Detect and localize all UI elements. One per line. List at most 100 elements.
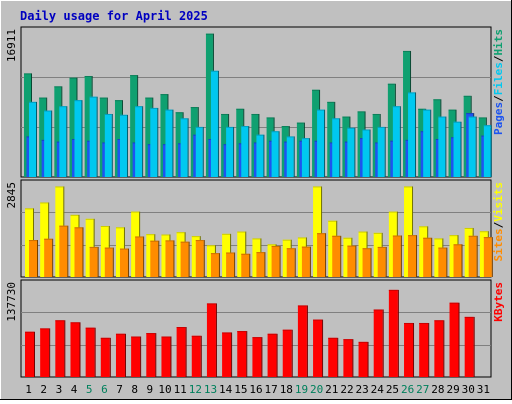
x-tick-label-day-17: 17 <box>265 383 278 396</box>
bar-files-day-3 <box>59 106 67 177</box>
bar-sites-day-24 <box>377 246 386 277</box>
x-tick-label-day-1: 1 <box>25 383 32 396</box>
bar-files-day-30 <box>468 116 476 177</box>
ymax-label-middle: 2845 <box>5 182 18 209</box>
bar-hits-day-4 <box>69 77 77 177</box>
bar-kbytes-day-6 <box>100 337 110 377</box>
bar-sites-day-6 <box>104 247 113 277</box>
x-tick-label-day-8: 8 <box>131 383 138 396</box>
bar-kbytes-day-1 <box>25 331 34 377</box>
bar-files-day-28 <box>438 116 446 177</box>
bar-kbytes-day-15 <box>237 331 247 377</box>
bar-files-day-17 <box>271 131 279 177</box>
bar-files-day-22 <box>347 127 355 177</box>
bar-hits-day-3 <box>54 86 62 177</box>
legend-bottom: KBytes <box>492 282 505 322</box>
bar-files-day-21 <box>332 118 340 177</box>
x-tick-label-day-21: 21 <box>325 383 338 396</box>
bar-files-day-31 <box>483 125 491 177</box>
bar-files-day-23 <box>362 129 370 177</box>
bar-files-day-7 <box>119 114 127 177</box>
bar-kbytes-day-30 <box>464 316 474 377</box>
bar-hits-day-6 <box>99 97 107 177</box>
bar-sites-day-27 <box>423 237 432 277</box>
bar-sites-day-26 <box>408 235 417 277</box>
bar-sites-day-19 <box>301 246 310 277</box>
x-tick-label-day-14: 14 <box>219 383 233 396</box>
bar-kbytes-day-28 <box>434 320 444 377</box>
x-tick-label-day-23: 23 <box>356 383 369 396</box>
bar-files-day-6 <box>104 113 112 177</box>
bar-kbytes-day-24 <box>373 309 383 377</box>
bar-kbytes-day-26 <box>404 322 414 377</box>
bar-files-day-2 <box>44 110 52 177</box>
bar-files-day-18 <box>286 136 294 177</box>
bar-files-day-12 <box>195 126 203 177</box>
bar-files-day-25 <box>392 106 400 177</box>
bar-sites-day-4 <box>74 227 83 277</box>
bar-kbytes-day-7 <box>115 333 125 377</box>
bar-sites-day-8 <box>135 236 144 277</box>
x-tick-label-day-5: 5 <box>86 383 93 396</box>
bar-sites-day-31 <box>483 237 492 277</box>
ymax-label-top: 16911 <box>5 29 18 62</box>
bar-hits-day-21 <box>327 101 335 177</box>
x-tick-label-day-27: 27 <box>416 383 429 396</box>
bar-sites-day-28 <box>438 247 447 277</box>
bar-files-day-29 <box>453 121 461 177</box>
bar-sites-day-21 <box>332 235 341 277</box>
bar-sites-day-1 <box>29 240 37 277</box>
bar-sites-day-3 <box>59 225 68 277</box>
x-tick-label-day-29: 29 <box>446 383 459 396</box>
bar-sites-day-29 <box>453 244 462 277</box>
bar-sites-day-9 <box>150 240 159 277</box>
bar-kbytes-day-2 <box>40 328 50 377</box>
bar-kbytes-day-10 <box>161 336 171 377</box>
bar-sites-day-5 <box>89 246 98 277</box>
bar-kbytes-day-29 <box>449 302 459 377</box>
x-tick-label-day-31: 31 <box>477 383 490 396</box>
bar-files-day-15 <box>241 126 249 177</box>
legend-label-files: Files <box>492 62 505 95</box>
bar-hits-day-15 <box>236 108 244 177</box>
x-tick-label-day-28: 28 <box>431 383 444 396</box>
bar-sites-day-12 <box>195 240 204 277</box>
bar-sites-day-16 <box>256 252 265 277</box>
legend-top: Pages/Files/Hits <box>492 29 505 135</box>
bar-kbytes-day-12 <box>191 335 201 377</box>
x-tick-label-day-12: 12 <box>189 383 202 396</box>
bar-sites-day-23 <box>362 248 371 277</box>
bar-hits-day-7 <box>114 100 122 177</box>
bar-files-day-24 <box>377 126 385 177</box>
x-tick-label-day-30: 30 <box>462 383 475 396</box>
x-tick-label-day-13: 13 <box>204 383 217 396</box>
x-tick-label-day-3: 3 <box>56 383 63 396</box>
bar-sites-day-10 <box>165 240 174 277</box>
bar-kbytes-day-3 <box>55 320 65 377</box>
bar-files-day-14 <box>226 126 234 177</box>
bar-hits-day-28 <box>433 99 441 177</box>
bar-files-day-4 <box>74 100 82 177</box>
bar-kbytes-day-19 <box>297 305 307 377</box>
bar-kbytes-day-17 <box>267 333 277 377</box>
bar-files-day-16 <box>256 134 264 177</box>
chart-title: Daily usage for April 2025 <box>20 9 208 23</box>
bar-files-day-11 <box>180 118 188 177</box>
x-tick-label-day-15: 15 <box>234 383 247 396</box>
bar-kbytes-day-5 <box>85 327 95 377</box>
bar-sites-day-7 <box>119 248 128 277</box>
bar-files-day-5 <box>89 96 97 177</box>
legend-separator: / <box>492 95 505 102</box>
bar-kbytes-day-18 <box>282 329 292 377</box>
bar-kbytes-day-11 <box>176 327 186 377</box>
x-tick-label-day-9: 9 <box>147 383 154 396</box>
bar-sites-day-22 <box>347 245 356 277</box>
ymax-label-bottom: 137730 <box>5 282 18 322</box>
legend-label-visits: Visits <box>492 182 505 222</box>
bar-kbytes-day-27 <box>419 322 429 377</box>
bar-hits-day-8 <box>130 75 138 177</box>
bar-sites-day-14 <box>226 252 235 277</box>
bar-sites-day-11 <box>180 241 189 277</box>
